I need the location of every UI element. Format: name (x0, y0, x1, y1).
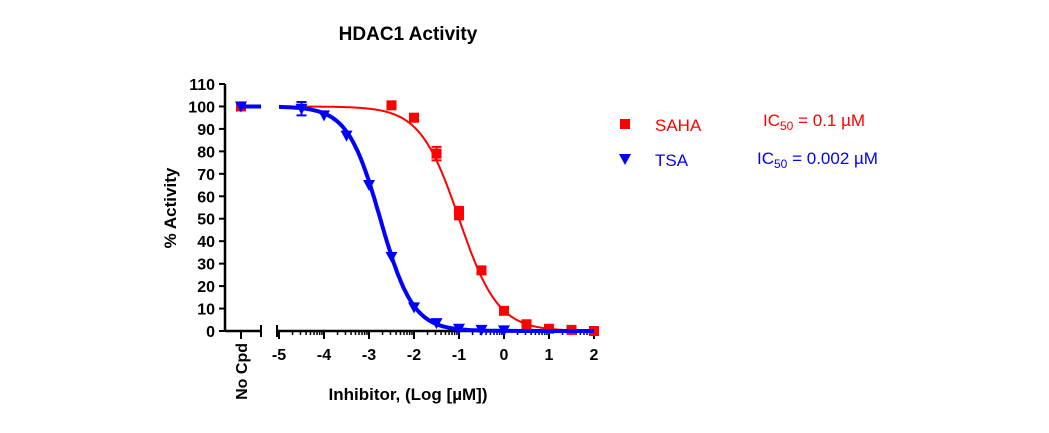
control-label: No Cpd (234, 343, 251, 400)
saha-ic50-annotation: IC50 = 0.1 µM (763, 111, 865, 133)
y-tick-label: 60 (197, 189, 215, 206)
tsa-point (475, 324, 488, 336)
saha-point (409, 112, 419, 123)
y-axis-label: % Activity (161, 167, 180, 248)
tsa-fit-curve (279, 104, 594, 333)
y-tick-label: 40 (197, 234, 215, 251)
saha-point (521, 319, 532, 330)
x-tick-label: -2 (407, 347, 421, 364)
x-tick-label: 0 (500, 347, 509, 364)
tsa-point (430, 318, 443, 330)
saha-point (544, 323, 554, 334)
tsa-point (318, 110, 330, 122)
saha-point (431, 148, 442, 159)
x-axis-label: Inhibitor, (Log [µM]) (329, 385, 488, 404)
tsa-point (453, 323, 465, 335)
tsa-legend-marker (619, 154, 631, 165)
x-tick-label: 2 (590, 347, 599, 364)
tsa-point (408, 302, 420, 314)
tsa-ic50-annotation: IC50 = 0.002 µM (757, 149, 878, 171)
saha-fit-curve (279, 105, 594, 332)
y-tick-label: 90 (197, 122, 215, 139)
y-tick-label: 70 (197, 167, 215, 184)
x-tick-label: 1 (545, 347, 554, 364)
saha-point (386, 100, 397, 111)
y-tick-label: 110 (189, 77, 215, 94)
y-tick-label: 0 (206, 324, 215, 341)
saha-point (476, 265, 487, 276)
y-tick-label: 50 (197, 212, 215, 229)
x-tick-label: -1 (452, 347, 466, 364)
tsa-point (295, 103, 308, 115)
tsa-point (498, 325, 510, 337)
x-tick-label: -5 (272, 347, 286, 364)
y-tick-label: 20 (197, 279, 215, 296)
tsa-point (363, 180, 375, 192)
x-tick-label: -4 (317, 347, 331, 364)
y-tick-label: 100 (188, 99, 215, 116)
chart-title: HDAC1 Activity (339, 24, 478, 45)
tsa-point (235, 101, 247, 113)
y-tick-label: 80 (197, 144, 215, 161)
saha-legend-marker (620, 119, 630, 129)
saha-point (499, 305, 509, 316)
tsa-point (385, 251, 398, 263)
y-tick-label: 10 (197, 302, 215, 319)
y-tick-label: 30 (197, 257, 215, 274)
saha-point (454, 205, 464, 216)
legend-label: TSA (655, 151, 689, 170)
legend-label: SAHA (655, 116, 702, 135)
tsa-point (340, 130, 353, 142)
x-tick-label: -3 (362, 347, 376, 364)
